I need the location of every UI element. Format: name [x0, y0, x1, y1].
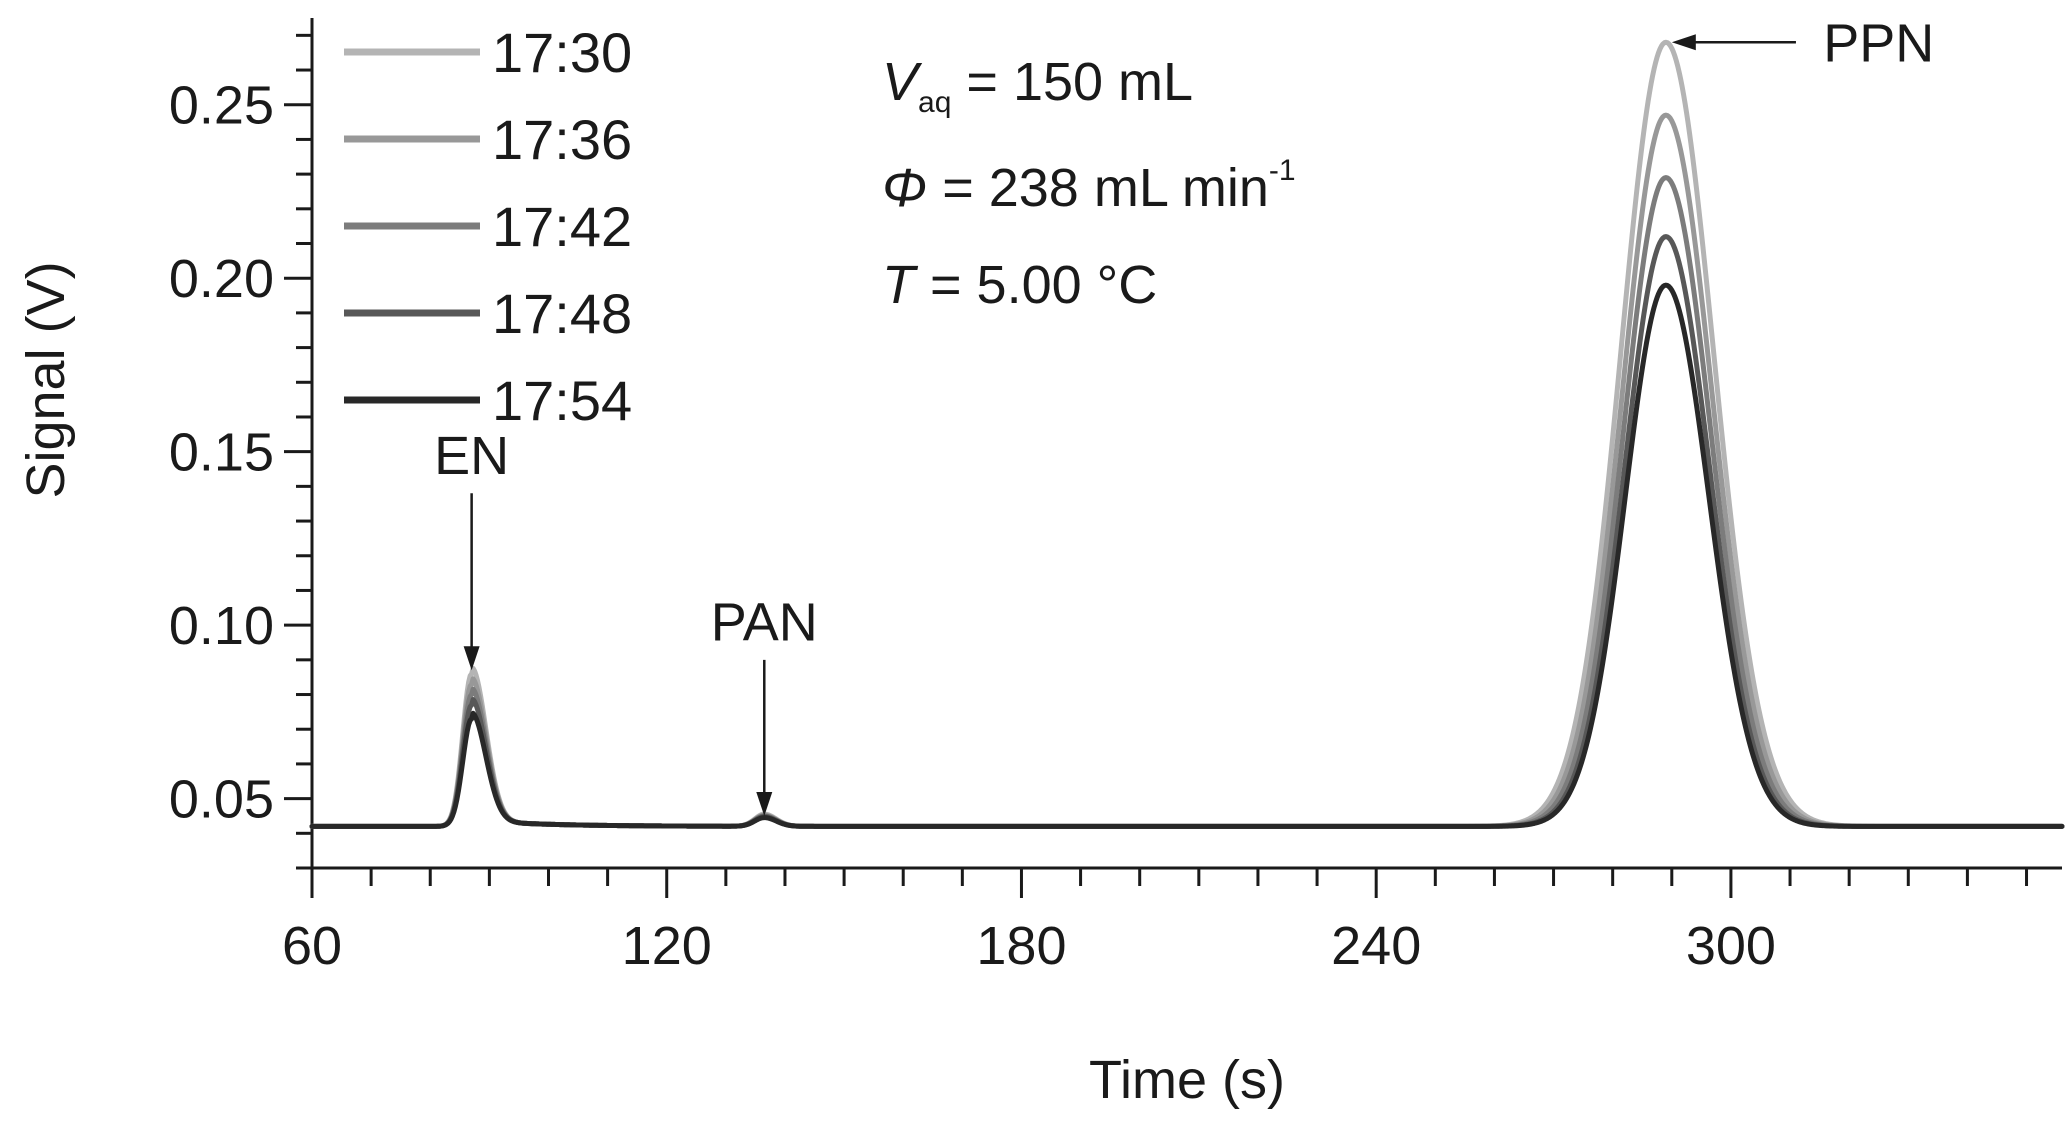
legend-label: 17:30	[492, 21, 632, 84]
x-tick-label: 300	[1686, 916, 1776, 976]
series-line-1754	[309, 282, 2065, 829]
arrow-head	[756, 791, 773, 816]
peak-label-pan: PAN	[711, 593, 818, 653]
condition-flow: Φ = 238 mL min-1	[882, 154, 1296, 218]
x-tick-label: 60	[282, 916, 342, 976]
legend: 17:30 17:36 17:42 17:48 17:54	[344, 21, 632, 432]
x-axis-ticks: 60 120 180 240 300	[282, 868, 2029, 976]
condition-volume: Vaq = 150 mL	[882, 52, 1193, 119]
legend-label: 17:54	[492, 369, 632, 432]
y-axis-ticks: 0.05 0.10 0.15 0.20 0.25	[169, 33, 312, 870]
condition-temperature: T = 5.00 °C	[882, 255, 1157, 315]
legend-label: 17:36	[492, 108, 632, 171]
x-axis-title: Time (s)	[1089, 1050, 1285, 1110]
series-lines	[309, 39, 2065, 829]
arrow-head	[463, 646, 480, 671]
x-tick-label: 120	[622, 916, 712, 976]
peak-label-ppn: PPN	[1823, 13, 1934, 73]
arrow-head	[1671, 34, 1696, 51]
peak-label-en: EN	[434, 426, 509, 486]
legend-label: 17:48	[492, 282, 632, 345]
y-tick-label: 0.15	[169, 423, 274, 483]
y-tick-label: 0.10	[169, 596, 274, 656]
conditions-text: Vaq = 150 mL Φ = 238 mL min-1 T = 5.00 °…	[882, 52, 1296, 315]
x-tick-label: 180	[976, 916, 1066, 976]
legend-label: 17:42	[492, 195, 632, 258]
peak-annotations: EN PAN PPN	[434, 13, 1934, 816]
y-axis-title: Signal (V)	[16, 261, 76, 498]
y-tick-label: 0.25	[169, 76, 274, 136]
y-tick-label: 0.20	[169, 249, 274, 309]
x-tick-label: 240	[1331, 916, 1421, 976]
y-tick-label: 0.05	[169, 770, 274, 830]
series-line-1742	[309, 175, 2065, 829]
axes	[310, 18, 2062, 870]
